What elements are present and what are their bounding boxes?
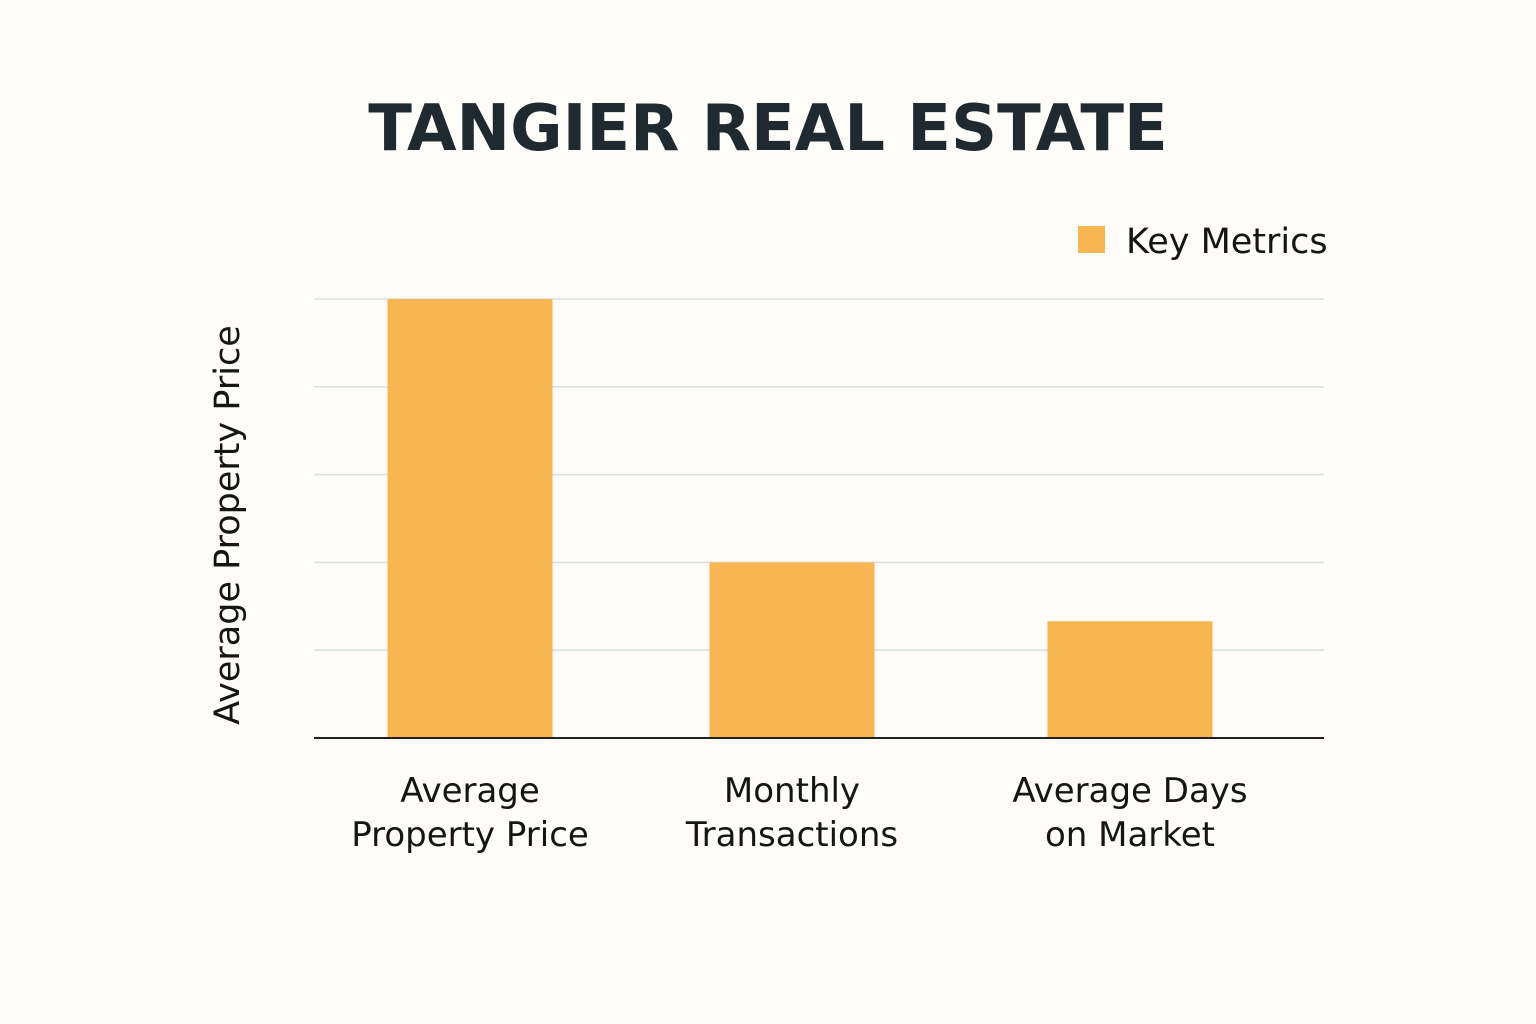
x-tick-label: Average Days on Market [1012,771,1247,855]
legend-label: Key Metrics [1126,222,1328,262]
legend-swatch [1078,226,1105,253]
bar [1047,621,1213,738]
x-tick-label: Average Property Price [351,771,589,855]
bars [387,299,1213,738]
bar [387,299,553,738]
chart-title: TANGIER REAL ESTATE [368,92,1167,166]
bar [709,562,875,738]
legend: Key Metrics [1078,222,1328,262]
x-tick-label: Monthly Transactions [685,771,898,855]
x-tick-labels: Average Property Price Monthly Transactions… [351,771,1247,855]
y-axis-label: Average Property Price [208,325,248,724]
